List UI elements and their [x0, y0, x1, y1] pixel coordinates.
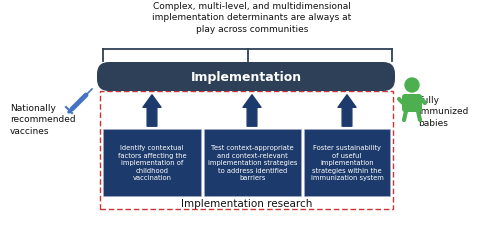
FancyBboxPatch shape	[97, 63, 395, 92]
Text: Complex, multi-level, and multidimensional
implementation determinants are alway: Complex, multi-level, and multidimension…	[152, 2, 352, 34]
FancyArrowPatch shape	[338, 95, 356, 127]
FancyArrowPatch shape	[143, 95, 161, 127]
FancyBboxPatch shape	[204, 129, 301, 196]
Text: Nationally
recommended
vaccines: Nationally recommended vaccines	[10, 104, 76, 135]
FancyBboxPatch shape	[402, 94, 422, 112]
FancyArrowPatch shape	[243, 95, 261, 127]
Text: Foster sustainability
of useful
implementation
strategies within the
immunizatio: Foster sustainability of useful implemen…	[310, 145, 384, 181]
Text: Test context-appropriate
and context-relevant
implementation strategies
to addre: Test context-appropriate and context-rel…	[208, 145, 297, 181]
Circle shape	[405, 79, 419, 93]
FancyBboxPatch shape	[103, 129, 201, 196]
Text: Implementation: Implementation	[190, 71, 302, 84]
Text: Identify contextual
factors affecting the
implementation of
childhood
vaccinatio: Identify contextual factors affecting th…	[118, 145, 186, 181]
Text: Fully
immunized
babies: Fully immunized babies	[418, 96, 469, 127]
FancyBboxPatch shape	[100, 92, 393, 209]
Text: Implementation research: Implementation research	[181, 198, 312, 208]
FancyBboxPatch shape	[304, 129, 390, 196]
